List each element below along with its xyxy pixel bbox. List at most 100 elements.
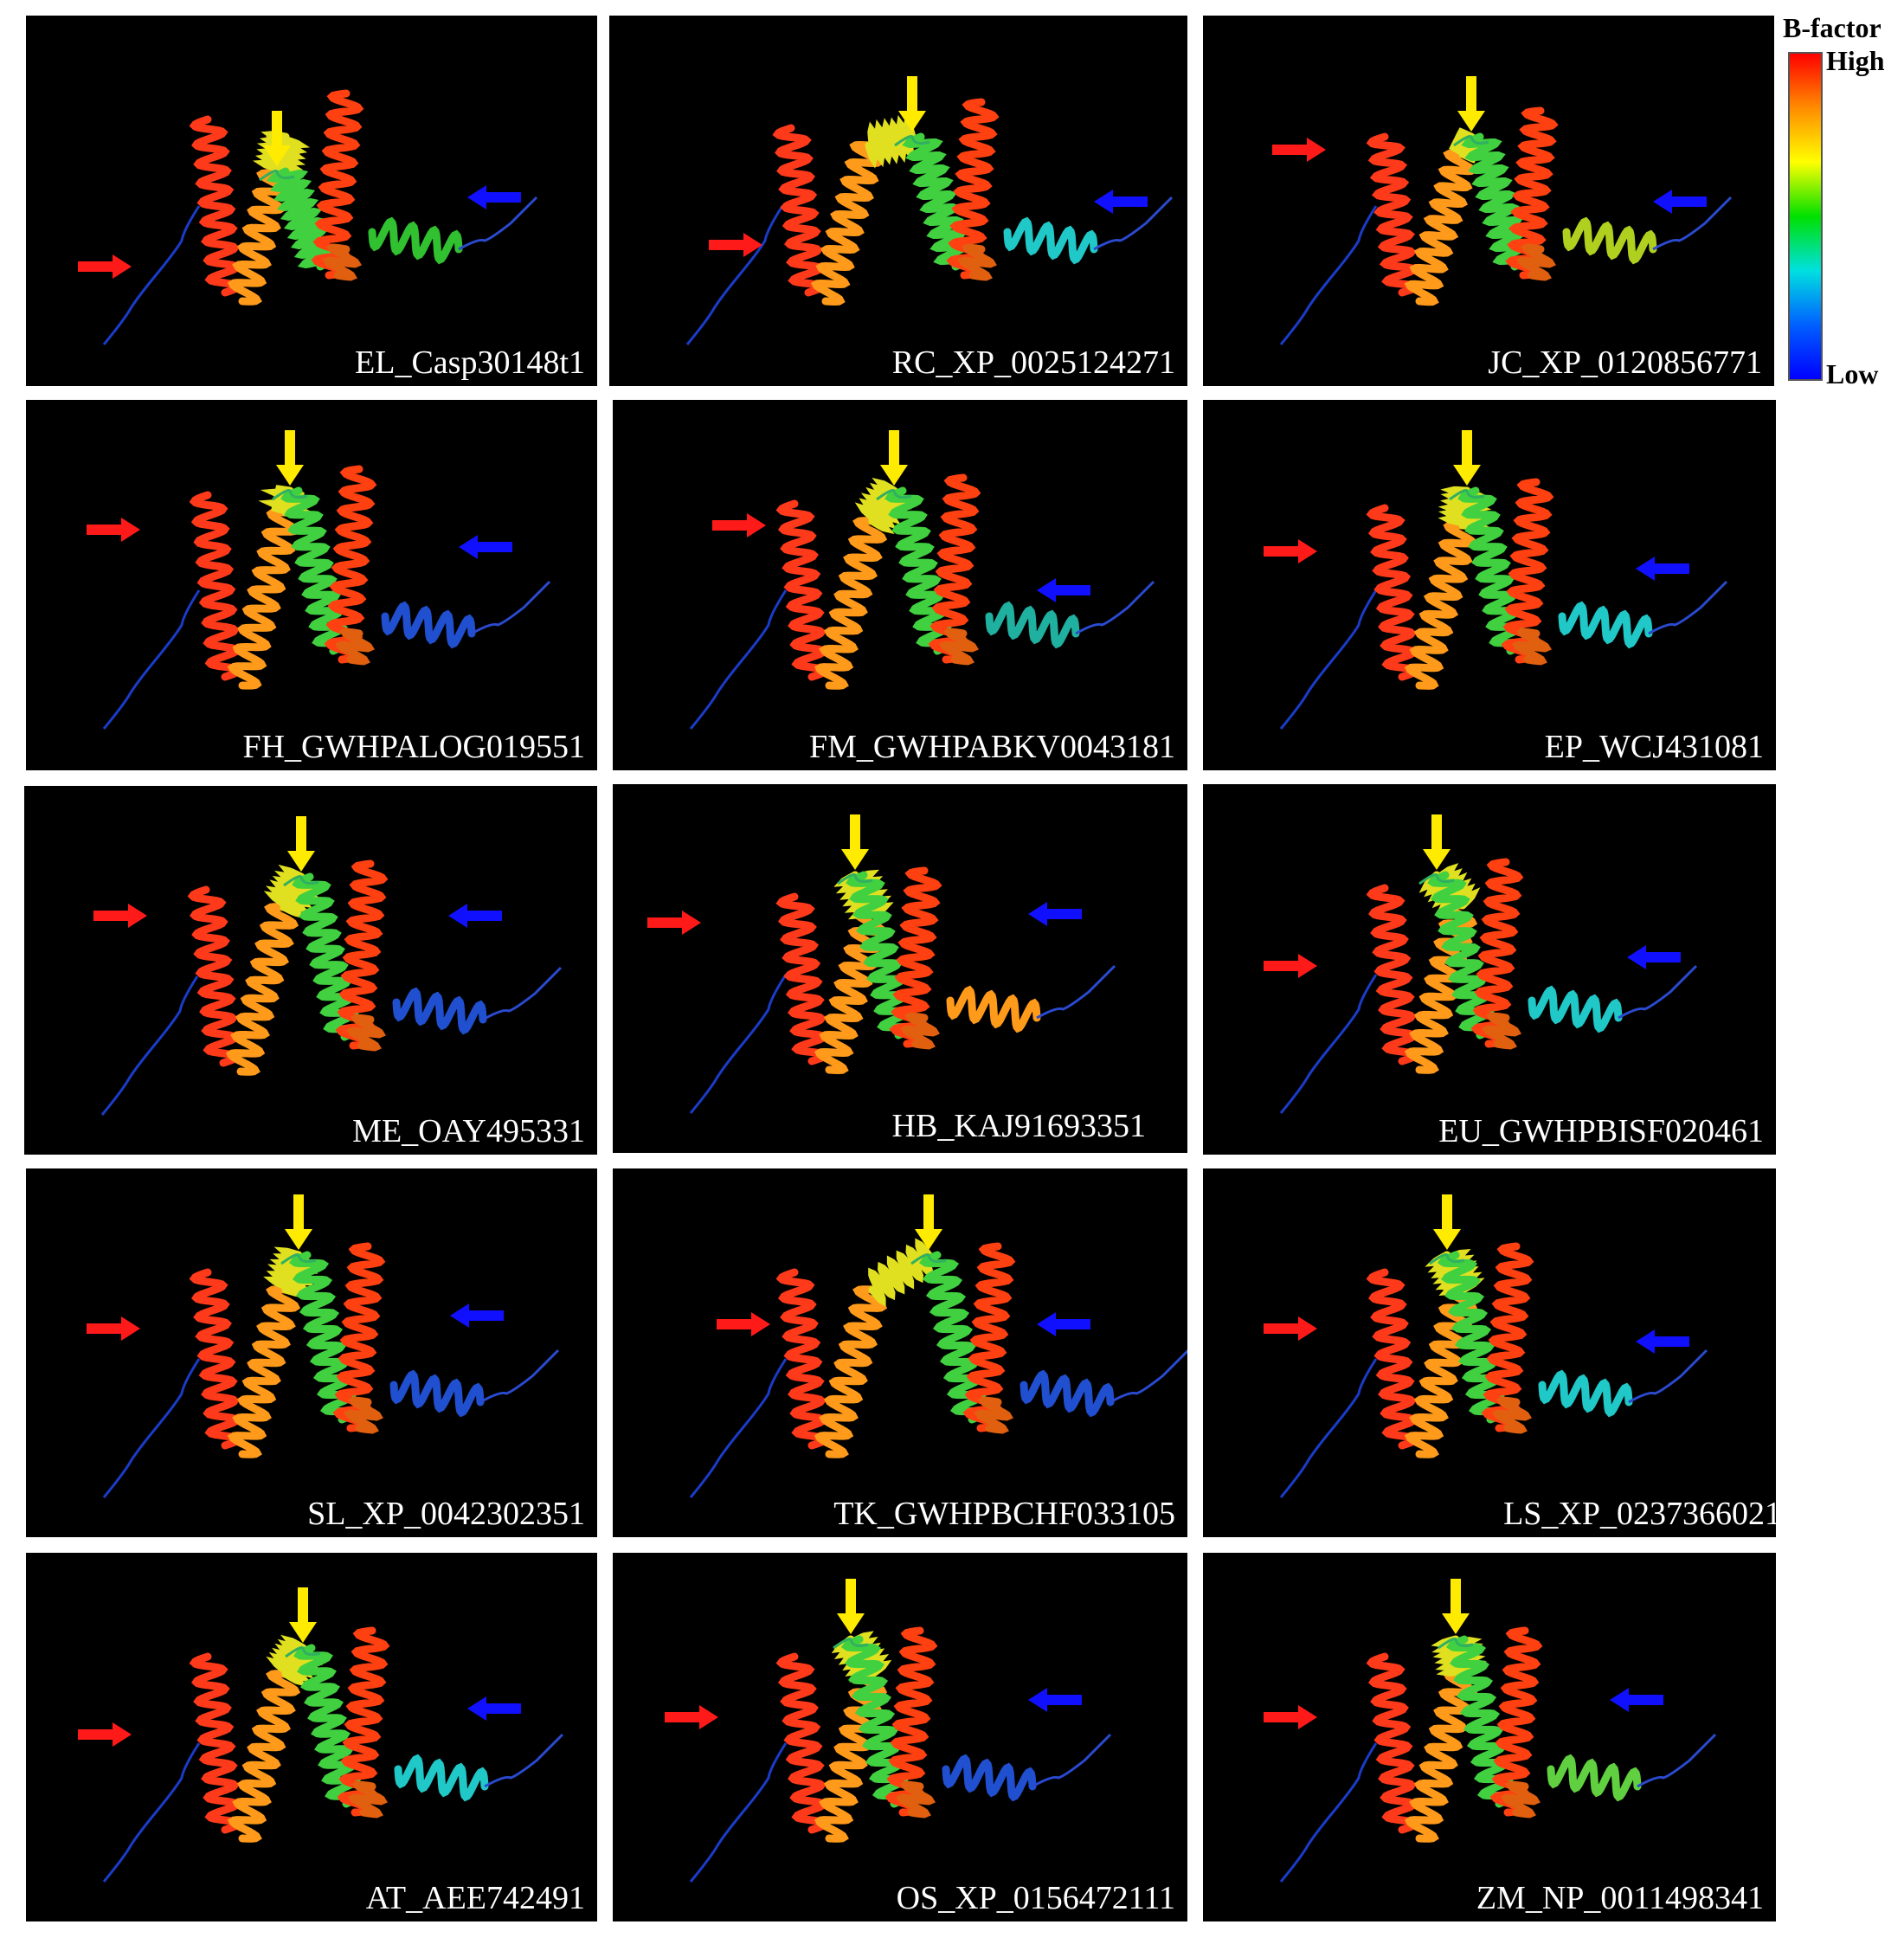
alpha-helix [381, 601, 476, 649]
alpha-helix [1505, 106, 1559, 280]
alpha-helix [1547, 1754, 1642, 1802]
alpha-helix [1461, 132, 1534, 271]
alpha-helix [1445, 1635, 1518, 1808]
alpha-helix [225, 903, 299, 1076]
alpha-helix [288, 1251, 361, 1424]
alpha-helix [335, 859, 389, 1050]
coil-segment [1429, 1253, 1465, 1265]
protein-structure-image [1272, 76, 1733, 345]
structure-panel: EL_Casp30148t1 [26, 16, 597, 386]
panel-label: FM_GWHPABKV0043181 [809, 729, 1175, 765]
protein-structure-image [1264, 814, 1698, 1114]
legend-title: B-factor [1783, 12, 1881, 43]
alpha-helix [266, 167, 340, 271]
structure-panel: AT_AEE742491 [26, 1553, 597, 1921]
alpha-helix [389, 1369, 485, 1418]
red-arrow-icon [87, 518, 140, 542]
yellow-arrow-icon [915, 1194, 942, 1250]
coil-segment [833, 1638, 869, 1650]
legend-high-label: High [1826, 45, 1885, 76]
coil-segment [876, 489, 912, 501]
yellow-arrow-icon [276, 430, 304, 486]
alpha-helix [884, 486, 955, 655]
coil-segment [102, 1742, 201, 1883]
alpha-helix [957, 243, 997, 281]
alpha-helix [1427, 871, 1498, 1040]
alpha-helix [884, 1626, 938, 1817]
alpha-helix [962, 1242, 1016, 1432]
alpha-helix [974, 1396, 1013, 1434]
coil-segment [280, 1253, 317, 1265]
coil-segment [1418, 873, 1455, 885]
panel-label: ZM_NP_0011498341 [1476, 1880, 1764, 1916]
alpha-helix [324, 465, 377, 664]
protein-structure-image [1264, 430, 1728, 730]
coil-segment [1279, 1358, 1378, 1498]
blue-arrow-icon [1028, 1688, 1082, 1712]
structure-panel: OS_XP_0156472111 [613, 1553, 1187, 1921]
coil-segment [685, 205, 784, 345]
alpha-helix [189, 115, 244, 297]
panel-label: FH_GWHPALOG019551 [242, 729, 585, 765]
blue-arrow-icon [1636, 557, 1689, 581]
yellow-arrow-icon [289, 1587, 317, 1643]
coil-segment [1628, 1349, 1708, 1404]
panel-label: AT_AEE742491 [365, 1880, 585, 1916]
coil-segment [1438, 1638, 1474, 1650]
alpha-helix [775, 1652, 831, 1834]
red-arrow-icon [78, 1722, 132, 1747]
red-arrow-icon [712, 513, 766, 537]
alpha-helix [889, 866, 942, 1048]
alpha-helix [322, 243, 362, 281]
protein-structure-image [78, 89, 538, 345]
coil-segment [102, 589, 201, 730]
structure-panel: ZM_NP_0011498341 [1203, 1553, 1776, 1921]
coil-segment [1093, 196, 1174, 251]
structure-panel: TK_GWHPBCHF033105 [613, 1168, 1187, 1537]
blue-arrow-icon [467, 185, 521, 209]
alpha-helix [1404, 1670, 1478, 1843]
yellow-arrow-icon [837, 1579, 865, 1634]
red-arrow-icon [1272, 138, 1326, 162]
yellow-arrow-icon [285, 1194, 312, 1250]
coil-segment [689, 1742, 788, 1883]
structure-panel: LS_XP_0237366021 [1203, 1168, 1776, 1537]
alpha-helix [946, 98, 1000, 280]
coil-segment [689, 1358, 788, 1498]
panel-label: RC_XP_0025124271 [891, 344, 1175, 381]
yellow-arrow-icon [263, 111, 291, 166]
protein-structure-image [78, 1587, 564, 1883]
alpha-helix [189, 1652, 244, 1834]
protein-structure-image [665, 1579, 1112, 1883]
coil-segment [1279, 589, 1378, 730]
red-arrow-icon [1264, 1316, 1317, 1341]
alpha-helix [1020, 1369, 1115, 1418]
structure-panel: SL_XP_0042302351 [26, 1168, 597, 1537]
alpha-helix [900, 1012, 940, 1050]
alpha-helix [946, 985, 1041, 1033]
alpha-helix [1501, 1780, 1541, 1818]
coil-segment [285, 1646, 321, 1658]
protein-structure-image [87, 430, 551, 730]
coil-segment [689, 974, 788, 1114]
alpha-helix [344, 1396, 383, 1434]
panel-label: EL_Casp30148t1 [355, 344, 585, 381]
coil-segment [484, 1733, 564, 1788]
alpha-helix [928, 473, 981, 664]
red-arrow-icon [1264, 954, 1317, 978]
coil-segment [837, 873, 873, 885]
yellow-arrow-icon [898, 76, 926, 132]
coil-segment [1652, 196, 1733, 251]
alpha-helix [292, 872, 363, 1041]
red-arrow-icon [1264, 1705, 1317, 1729]
alpha-helix [1404, 1285, 1478, 1458]
panel-label: LS_XP_0237366021 [1503, 1496, 1776, 1532]
blue-arrow-icon [1636, 1329, 1689, 1354]
alpha-helix [814, 1285, 888, 1458]
coil-segment [482, 966, 563, 1021]
blue-arrow-icon [467, 1696, 521, 1721]
alpha-helix [1366, 1268, 1421, 1450]
coil-segment [1036, 964, 1116, 1020]
protein-structure-image [87, 1194, 560, 1498]
blue-arrow-icon [1037, 578, 1090, 602]
